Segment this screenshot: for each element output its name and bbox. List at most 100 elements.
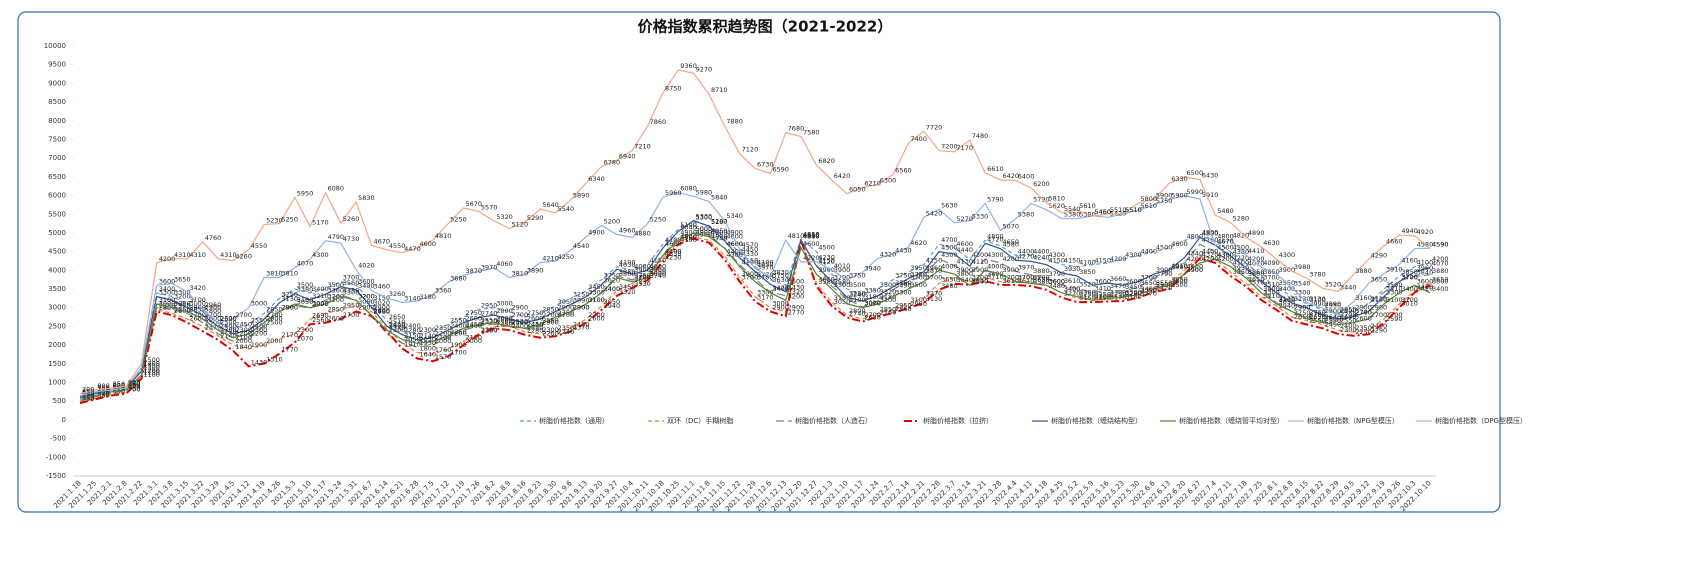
data-label: 2850 — [327, 305, 344, 313]
data-label: 2770 — [788, 308, 805, 316]
legend-label: 双环（DC）手糊树脂 — [667, 416, 733, 425]
y-tick-label: 8000 — [48, 117, 66, 125]
data-label: 5300 — [696, 214, 713, 222]
data-label: 2600 — [266, 315, 283, 323]
data-label: 3800 — [956, 270, 973, 278]
data-label: 1300 — [143, 363, 160, 371]
data-label: 4400 — [1141, 247, 1158, 255]
data-label: 3470 — [1110, 282, 1127, 290]
data-label: 3100 — [297, 296, 314, 304]
data-label: 4600 — [803, 240, 820, 248]
legend-label: 树脂价格指数（人造石） — [795, 416, 872, 425]
data-label: 2800 — [373, 307, 390, 315]
data-label: 480 — [82, 394, 94, 402]
data-label: 4880 — [1202, 229, 1219, 237]
data-label: 3550 — [1156, 279, 1173, 287]
data-label: 4600 — [726, 240, 743, 248]
data-label: 2900 — [788, 303, 805, 311]
data-label: 3700 — [1141, 274, 1158, 282]
data-label: 4100 — [1233, 259, 1250, 267]
data-label: 1570 — [435, 353, 452, 361]
data-label: 3790 — [1048, 270, 1065, 278]
data-label: 3200 — [174, 292, 191, 300]
data-label: 800 — [113, 382, 125, 390]
data-label: 4800 — [1187, 232, 1204, 240]
data-label: 2450 — [496, 320, 513, 328]
data-label: 4240 — [1033, 253, 1050, 261]
data-label: 3950 — [910, 264, 927, 272]
data-label: 850 — [113, 380, 125, 388]
data-label: 3420 — [772, 284, 789, 292]
data-label: 3240 — [849, 291, 866, 299]
data-label: 2800 — [174, 307, 191, 315]
data-label: 2800 — [205, 307, 222, 315]
data-label: 4230 — [665, 254, 682, 262]
data-label: 4000 — [941, 262, 958, 270]
data-label: 5420 — [926, 209, 943, 217]
data-label: 7400 — [910, 135, 927, 143]
data-label: 3400 — [772, 285, 789, 293]
data-label: 2500 — [496, 318, 513, 326]
y-tick-label: 5500 — [48, 210, 66, 218]
data-label: 3270 — [1141, 290, 1158, 298]
data-label: 3380 — [297, 286, 314, 294]
data-label: 3250 — [281, 290, 298, 298]
data-label: 3910 — [1386, 266, 1403, 274]
data-label: 3450 — [588, 283, 605, 291]
data-label: 6400 — [1018, 173, 1035, 181]
data-label: 3650 — [1171, 275, 1188, 283]
data-label: 2900 — [772, 303, 789, 311]
data-label: 4300 — [1048, 251, 1065, 259]
data-label: 3180 — [1125, 293, 1142, 301]
data-label: 2900 — [281, 303, 298, 311]
y-tick-label: 9500 — [48, 61, 66, 69]
data-label: 1910 — [404, 340, 421, 348]
data-label: 2000 — [235, 337, 252, 345]
data-label: 4400 — [665, 247, 682, 255]
data-label: 2940 — [1279, 302, 1296, 310]
data-label: 2400 — [220, 322, 237, 330]
data-label: 5540 — [558, 205, 575, 213]
data-label: 2780 — [373, 308, 390, 316]
data-label: 4900 — [711, 229, 728, 237]
data-label: 4120 — [818, 258, 835, 266]
data-label: 6940 — [619, 152, 636, 160]
data-label: 3880 — [1033, 267, 1050, 275]
data-label: 2850 — [174, 305, 191, 313]
data-label: 3150 — [373, 294, 390, 302]
data-label: 4650 — [1002, 238, 1019, 246]
series-line — [79, 236, 1431, 403]
data-label: 2350 — [527, 324, 544, 332]
data-label: 2500 — [512, 318, 529, 326]
data-label: 6610 — [987, 165, 1004, 173]
data-label: 1400 — [143, 360, 160, 368]
data-label: 2200 — [542, 330, 559, 338]
data-label: 7680 — [788, 125, 805, 133]
data-label: 2300 — [542, 326, 559, 334]
y-tick-label: 8500 — [48, 98, 66, 106]
data-label: 3700 — [1002, 274, 1019, 282]
data-label: 3180 — [880, 293, 897, 301]
data-label: 5330 — [972, 213, 989, 221]
data-label: 7580 — [803, 128, 820, 136]
data-label: 2450 — [573, 320, 590, 328]
data-label: 3250 — [1110, 290, 1127, 298]
data-label: 2700 — [512, 311, 529, 319]
y-tick-label: 6500 — [48, 173, 66, 181]
data-label: 3100 — [1401, 296, 1418, 304]
data-label: 2900 — [281, 303, 298, 311]
data-label: 3570 — [1248, 278, 1265, 286]
data-label: 5250 — [650, 216, 667, 224]
data-label: 5640 — [542, 201, 559, 209]
data-label: 3850 — [1233, 268, 1250, 276]
data-label: 5840 — [711, 194, 728, 202]
data-label: 2450 — [527, 320, 544, 328]
data-label: 4090 — [1263, 259, 1280, 267]
data-label: 2950 — [895, 302, 912, 310]
data-label: 4210 — [542, 254, 559, 262]
data-label: 7720 — [926, 123, 943, 131]
data-label: 4740 — [711, 235, 728, 243]
data-label: 700 — [97, 386, 109, 394]
data-label: 2800 — [1340, 307, 1357, 315]
data-label: 3020 — [373, 299, 390, 307]
